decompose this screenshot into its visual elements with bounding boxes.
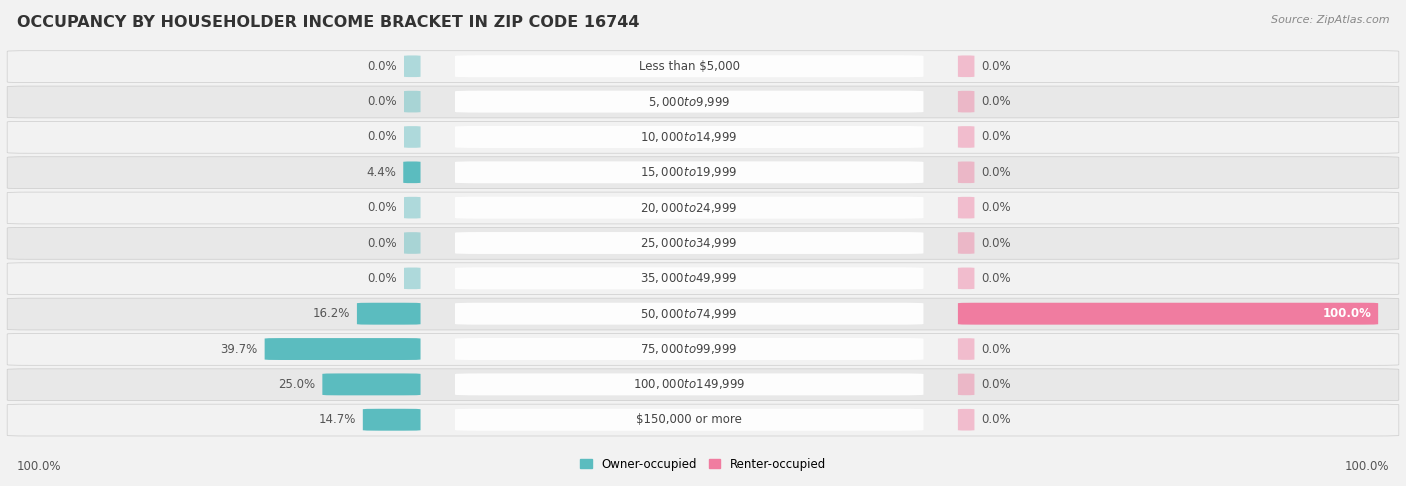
Text: 0.0%: 0.0% bbox=[367, 60, 396, 73]
Text: 0.0%: 0.0% bbox=[367, 272, 396, 285]
Text: $75,000 to $99,999: $75,000 to $99,999 bbox=[641, 342, 738, 356]
Text: $5,000 to $9,999: $5,000 to $9,999 bbox=[648, 95, 731, 108]
Text: Less than $5,000: Less than $5,000 bbox=[638, 60, 740, 73]
Text: 0.0%: 0.0% bbox=[981, 166, 1011, 179]
Text: 0.0%: 0.0% bbox=[981, 60, 1011, 73]
FancyBboxPatch shape bbox=[7, 86, 1399, 118]
FancyBboxPatch shape bbox=[404, 232, 420, 254]
Text: 100.0%: 100.0% bbox=[1344, 460, 1389, 473]
Text: 25.0%: 25.0% bbox=[278, 378, 315, 391]
FancyBboxPatch shape bbox=[7, 263, 1399, 295]
FancyBboxPatch shape bbox=[456, 232, 924, 254]
Text: 14.7%: 14.7% bbox=[319, 413, 356, 426]
FancyBboxPatch shape bbox=[264, 338, 420, 360]
FancyBboxPatch shape bbox=[7, 298, 1399, 330]
Text: $15,000 to $19,999: $15,000 to $19,999 bbox=[641, 165, 738, 179]
Text: $150,000 or more: $150,000 or more bbox=[637, 413, 742, 426]
Text: $25,000 to $34,999: $25,000 to $34,999 bbox=[641, 236, 738, 250]
FancyBboxPatch shape bbox=[456, 91, 924, 113]
Text: 0.0%: 0.0% bbox=[367, 237, 396, 249]
Text: 100.0%: 100.0% bbox=[17, 460, 62, 473]
FancyBboxPatch shape bbox=[957, 197, 974, 219]
Text: 0.0%: 0.0% bbox=[367, 130, 396, 143]
Text: 39.7%: 39.7% bbox=[221, 343, 257, 356]
Text: $10,000 to $14,999: $10,000 to $14,999 bbox=[641, 130, 738, 144]
Text: 100.0%: 100.0% bbox=[1323, 307, 1371, 320]
FancyBboxPatch shape bbox=[957, 161, 974, 183]
FancyBboxPatch shape bbox=[456, 409, 924, 431]
FancyBboxPatch shape bbox=[456, 126, 924, 148]
FancyBboxPatch shape bbox=[957, 303, 1378, 325]
FancyBboxPatch shape bbox=[322, 373, 420, 395]
FancyBboxPatch shape bbox=[456, 55, 924, 77]
FancyBboxPatch shape bbox=[957, 267, 974, 289]
Text: $35,000 to $49,999: $35,000 to $49,999 bbox=[641, 271, 738, 285]
Text: $50,000 to $74,999: $50,000 to $74,999 bbox=[641, 307, 738, 321]
FancyBboxPatch shape bbox=[7, 157, 1399, 189]
FancyBboxPatch shape bbox=[404, 197, 420, 219]
FancyBboxPatch shape bbox=[363, 409, 420, 431]
FancyBboxPatch shape bbox=[957, 126, 974, 148]
FancyBboxPatch shape bbox=[957, 55, 974, 77]
FancyBboxPatch shape bbox=[957, 232, 974, 254]
FancyBboxPatch shape bbox=[456, 267, 924, 289]
Text: 0.0%: 0.0% bbox=[981, 413, 1011, 426]
Text: Source: ZipAtlas.com: Source: ZipAtlas.com bbox=[1271, 15, 1389, 25]
Text: 0.0%: 0.0% bbox=[367, 201, 396, 214]
Text: $100,000 to $149,999: $100,000 to $149,999 bbox=[633, 378, 745, 391]
Text: 16.2%: 16.2% bbox=[312, 307, 350, 320]
FancyBboxPatch shape bbox=[404, 91, 420, 113]
FancyBboxPatch shape bbox=[957, 338, 974, 360]
FancyBboxPatch shape bbox=[456, 373, 924, 395]
FancyBboxPatch shape bbox=[957, 91, 974, 113]
Text: 0.0%: 0.0% bbox=[981, 343, 1011, 356]
Text: 0.0%: 0.0% bbox=[367, 95, 396, 108]
Text: 4.4%: 4.4% bbox=[367, 166, 396, 179]
FancyBboxPatch shape bbox=[957, 409, 974, 431]
Text: 0.0%: 0.0% bbox=[981, 378, 1011, 391]
FancyBboxPatch shape bbox=[456, 161, 924, 183]
FancyBboxPatch shape bbox=[357, 303, 420, 325]
Text: 0.0%: 0.0% bbox=[981, 237, 1011, 249]
Text: 0.0%: 0.0% bbox=[981, 130, 1011, 143]
FancyBboxPatch shape bbox=[404, 55, 420, 77]
Text: 0.0%: 0.0% bbox=[981, 201, 1011, 214]
FancyBboxPatch shape bbox=[957, 373, 974, 395]
FancyBboxPatch shape bbox=[7, 192, 1399, 224]
FancyBboxPatch shape bbox=[7, 404, 1399, 436]
FancyBboxPatch shape bbox=[404, 161, 420, 183]
FancyBboxPatch shape bbox=[456, 303, 924, 325]
FancyBboxPatch shape bbox=[7, 227, 1399, 259]
FancyBboxPatch shape bbox=[404, 267, 420, 289]
FancyBboxPatch shape bbox=[7, 333, 1399, 365]
FancyBboxPatch shape bbox=[7, 51, 1399, 83]
FancyBboxPatch shape bbox=[404, 126, 420, 148]
Text: 0.0%: 0.0% bbox=[981, 272, 1011, 285]
Text: $20,000 to $24,999: $20,000 to $24,999 bbox=[641, 201, 738, 215]
FancyBboxPatch shape bbox=[7, 122, 1399, 153]
FancyBboxPatch shape bbox=[456, 338, 924, 360]
Text: OCCUPANCY BY HOUSEHOLDER INCOME BRACKET IN ZIP CODE 16744: OCCUPANCY BY HOUSEHOLDER INCOME BRACKET … bbox=[17, 15, 640, 30]
Text: 0.0%: 0.0% bbox=[981, 95, 1011, 108]
FancyBboxPatch shape bbox=[7, 369, 1399, 400]
Legend: Owner-occupied, Renter-occupied: Owner-occupied, Renter-occupied bbox=[575, 453, 831, 475]
FancyBboxPatch shape bbox=[456, 197, 924, 219]
